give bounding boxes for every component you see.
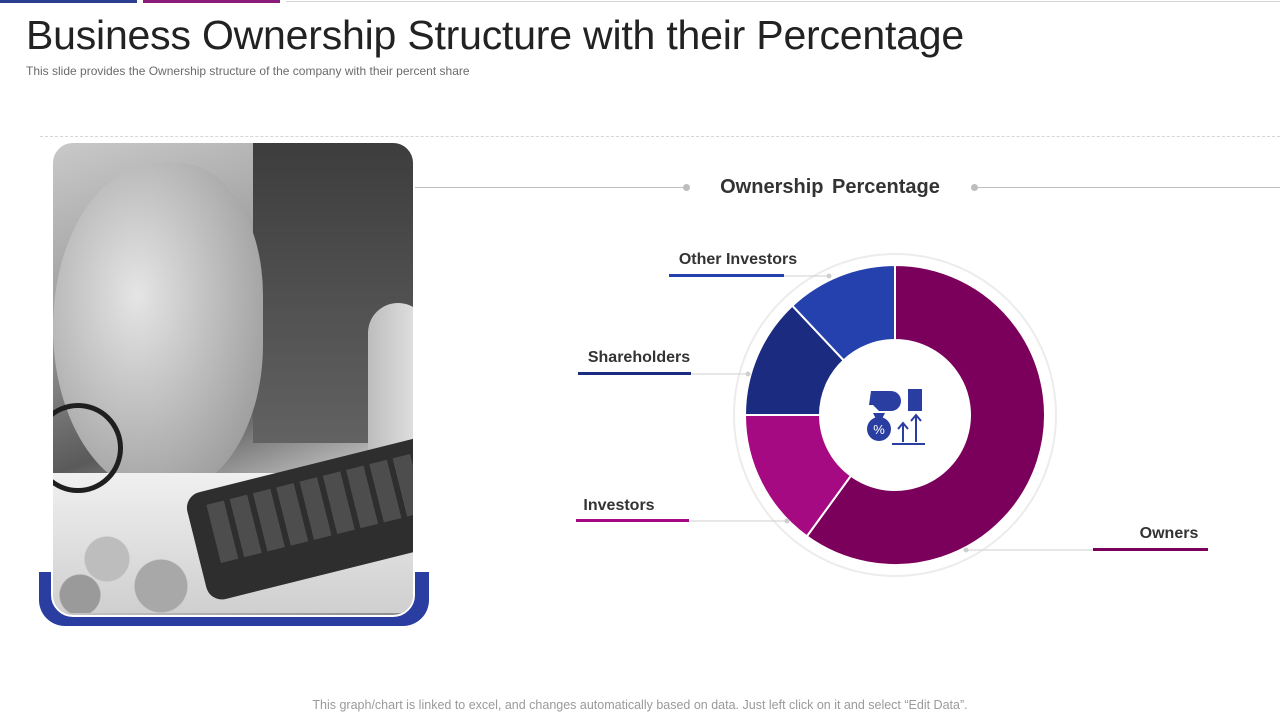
slice-label-other-investors: Other Investors	[679, 251, 797, 268]
accent-bar-gray	[286, 1, 1280, 2]
section-divider	[40, 136, 1280, 137]
callout-underline-other-investors	[669, 274, 784, 277]
hand-with-pen-and-calculator-photo	[51, 141, 415, 617]
callout-dot-owners	[963, 547, 969, 553]
chart-title: Ownership Percentage	[720, 176, 940, 198]
callout-dot-investors	[784, 518, 790, 524]
callout-underline-investors	[576, 519, 689, 522]
hand-money-bag-growth-icon: %	[867, 389, 925, 445]
slice-label-shareholders: Shareholders	[588, 349, 690, 366]
callout-underline-shareholders	[578, 372, 691, 375]
page-title: Business Ownership Structure with their …	[26, 12, 965, 58]
donut-slice-owners[interactable]	[805, 263, 1046, 566]
chart-title-rule-left	[415, 187, 683, 188]
donut-hole	[820, 340, 970, 490]
accent-bar-blue	[0, 0, 137, 3]
callout-underline-owners	[1093, 548, 1208, 551]
callout-dot-other-investors	[826, 273, 832, 279]
chart-title-rule-right	[976, 187, 1280, 188]
chart-title-dot-left	[683, 184, 690, 191]
accent-bar-purple	[143, 0, 280, 3]
svg-text:%: %	[873, 422, 885, 437]
slice-label-owners: Owners	[1140, 525, 1199, 542]
chart-title-dot-right	[971, 184, 978, 191]
callout-dot-shareholders	[745, 371, 751, 377]
page-subtitle: This slide provides the Ownership struct…	[26, 64, 470, 78]
footer-note: This graph/chart is linked to excel, and…	[312, 698, 968, 712]
slice-label-investors: Investors	[583, 497, 654, 514]
